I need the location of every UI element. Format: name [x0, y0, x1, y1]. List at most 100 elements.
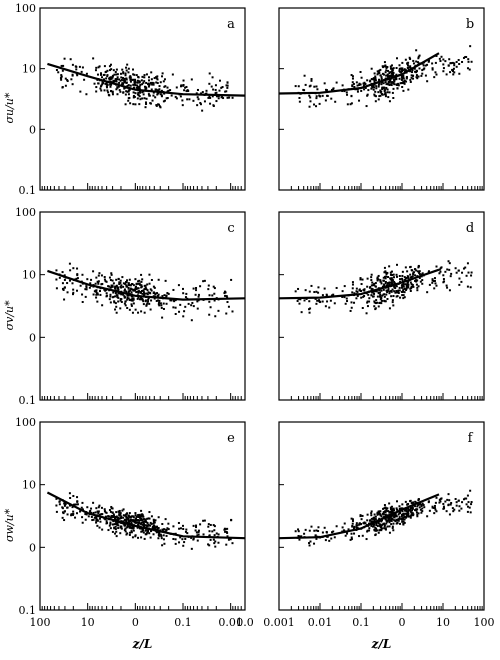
- data-point: [372, 295, 375, 298]
- data-point: [119, 281, 122, 284]
- data-point: [192, 287, 195, 290]
- data-point: [140, 273, 143, 276]
- data-point: [209, 102, 212, 105]
- data-point: [403, 70, 406, 73]
- data-point: [412, 271, 415, 274]
- data-point: [303, 299, 306, 302]
- data-point: [418, 276, 421, 279]
- data-point: [135, 515, 138, 518]
- data-point: [113, 300, 116, 303]
- data-point: [455, 271, 458, 274]
- data-point: [218, 79, 221, 82]
- data-point: [297, 534, 300, 537]
- data-point: [119, 512, 122, 515]
- data-point: [315, 529, 318, 532]
- data-point: [321, 94, 324, 97]
- data-point: [225, 543, 228, 546]
- data-point: [411, 283, 414, 286]
- data-point: [402, 285, 405, 288]
- data-point: [402, 294, 405, 297]
- data-point: [197, 293, 200, 296]
- data-point: [384, 528, 387, 531]
- data-point: [109, 522, 112, 525]
- data-point: [151, 81, 154, 84]
- data-point: [155, 77, 158, 80]
- data-point: [97, 282, 100, 285]
- data-point: [406, 283, 409, 286]
- data-point: [304, 289, 307, 292]
- data-point: [124, 304, 127, 307]
- data-point: [158, 531, 161, 534]
- data-point: [112, 282, 115, 285]
- data-point: [402, 89, 405, 92]
- data-point: [61, 287, 64, 290]
- fit-curve: [46, 491, 246, 540]
- data-point: [95, 289, 98, 292]
- data-point: [392, 529, 395, 532]
- data-point: [386, 519, 389, 522]
- data-point: [142, 81, 145, 84]
- data-point: [68, 504, 71, 507]
- data-point: [126, 90, 129, 93]
- data-point: [152, 522, 155, 525]
- data-point: [122, 293, 125, 296]
- data-point: [129, 78, 132, 81]
- data-point: [103, 288, 106, 291]
- data-point: [109, 76, 112, 79]
- data-point: [141, 278, 144, 281]
- data-point: [388, 75, 391, 78]
- data-point: [383, 90, 386, 93]
- data-point: [81, 301, 84, 304]
- data-point: [384, 92, 387, 95]
- data-point: [370, 273, 373, 276]
- data-point: [144, 519, 147, 522]
- data-point: [404, 266, 407, 269]
- data-point: [152, 518, 155, 521]
- data-point: [303, 532, 306, 535]
- data-point: [372, 85, 375, 88]
- data-point: [448, 289, 451, 292]
- data-point: [424, 64, 427, 67]
- data-point: [119, 532, 122, 535]
- data-point: [140, 310, 143, 313]
- data-point: [130, 304, 133, 307]
- data-point: [92, 270, 95, 273]
- data-point: [435, 54, 438, 57]
- data-point: [389, 65, 392, 68]
- data-point: [146, 289, 149, 292]
- data-point: [407, 88, 410, 91]
- data-point: [390, 274, 393, 277]
- data-point: [396, 57, 399, 60]
- data-point: [101, 282, 104, 285]
- data-point: [329, 299, 332, 302]
- data-point: [155, 299, 158, 302]
- data-point: [442, 274, 445, 277]
- data-point: [143, 518, 146, 521]
- data-point: [379, 74, 382, 77]
- data-point: [351, 84, 354, 87]
- data-point: [118, 517, 121, 520]
- data-point: [85, 513, 88, 516]
- data-point: [359, 289, 362, 292]
- data-point: [390, 295, 393, 298]
- data-point: [207, 523, 210, 526]
- data-point: [140, 296, 143, 299]
- data-point: [458, 72, 461, 75]
- data-point: [377, 278, 380, 281]
- data-point: [438, 268, 441, 271]
- data-point: [118, 283, 121, 286]
- data-point: [417, 57, 420, 60]
- data-point: [81, 501, 84, 504]
- data-point: [123, 302, 126, 305]
- data-point: [448, 268, 451, 271]
- data-point: [81, 521, 84, 524]
- data-point: [370, 512, 373, 515]
- data-point: [106, 86, 109, 89]
- data-point: [89, 282, 92, 285]
- data-point: [213, 542, 216, 545]
- data-point: [174, 95, 177, 98]
- data-point: [86, 506, 89, 509]
- data-point: [163, 542, 166, 545]
- data-point: [358, 535, 361, 538]
- data-point: [390, 279, 393, 282]
